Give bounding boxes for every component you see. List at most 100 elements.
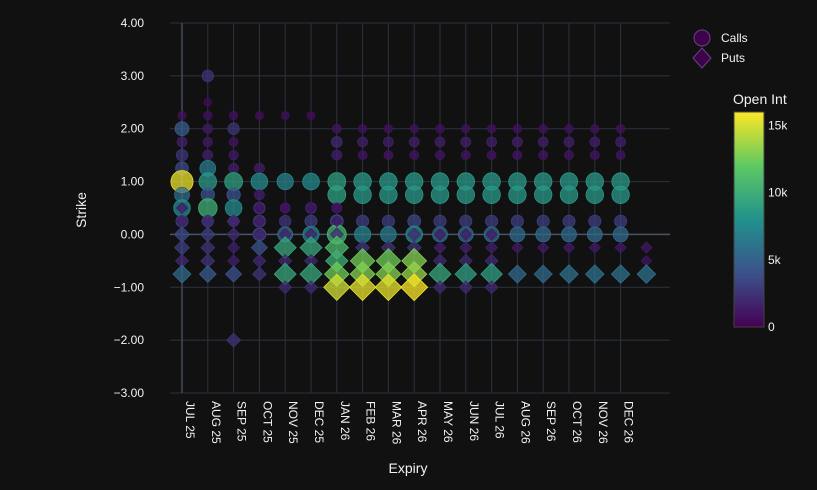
put-marker [610, 264, 631, 284]
put-marker [199, 226, 216, 243]
x-tick-label: FEB 26 [364, 401, 378, 441]
call-marker [589, 150, 600, 160]
colorbar-title: Open Int [733, 91, 787, 107]
call-marker [203, 98, 212, 107]
grid-lines [170, 22, 670, 394]
put-marker [432, 280, 448, 295]
call-marker [354, 225, 372, 243]
put-marker [433, 241, 447, 255]
legend-item-calls[interactable]: Calls [693, 29, 748, 47]
call-marker [202, 149, 214, 161]
x-tick-label: AUG 26 [518, 401, 532, 444]
call-marker [409, 150, 420, 160]
put-marker [330, 215, 343, 228]
call-marker [486, 136, 497, 148]
x-tick-label: APR 26 [415, 401, 429, 443]
call-marker [228, 150, 239, 161]
call-marker [408, 136, 420, 148]
call-marker [615, 150, 626, 160]
call-marker [611, 185, 630, 204]
put-marker [588, 241, 601, 254]
put-marker [174, 239, 190, 256]
y-tick-label: 1.00 [121, 175, 145, 189]
legend-puts-label: Puts [721, 51, 745, 65]
put-marker [252, 253, 267, 268]
y-tick-label: 0.00 [121, 227, 145, 241]
call-marker [512, 124, 523, 134]
call-marker [612, 226, 629, 243]
call-marker [430, 185, 450, 204]
put-marker [459, 241, 473, 255]
put-marker [433, 228, 447, 241]
y-tick-label: −2.00 [114, 333, 145, 347]
legend[interactable]: Calls Puts [692, 29, 748, 69]
call-marker [357, 150, 368, 160]
call-marker [538, 124, 548, 134]
put-marker [226, 227, 241, 242]
call-marker [279, 215, 292, 228]
put-marker [226, 332, 242, 348]
put-marker [636, 264, 657, 284]
legend-puts-symbol [692, 47, 712, 69]
put-marker [533, 264, 553, 284]
put-marker [400, 273, 429, 302]
call-marker [228, 110, 239, 121]
call-marker [485, 214, 499, 228]
call-marker [356, 214, 370, 228]
put-marker [484, 280, 499, 295]
call-marker [535, 226, 552, 243]
x-axis-title: Expiry [389, 460, 428, 476]
put-marker [227, 241, 241, 255]
call-marker [224, 199, 243, 217]
call-marker [177, 110, 187, 121]
put-marker [374, 273, 403, 302]
colorbar-ticks: 15k 10k 5k 0 [768, 118, 788, 334]
call-marker [176, 136, 188, 148]
put-marker [323, 273, 351, 301]
put-marker [485, 241, 499, 255]
put-marker [485, 228, 498, 241]
call-marker [433, 214, 447, 228]
put-marker [511, 241, 524, 254]
x-tick-label: SEP 26 [544, 401, 558, 442]
colorbar-tick-label: 0 [768, 320, 775, 334]
legend-item-puts[interactable]: Puts [692, 47, 745, 69]
call-marker [537, 136, 549, 148]
call-marker [559, 185, 579, 204]
x-tick-label: OCT 26 [570, 401, 584, 443]
call-marker [174, 121, 190, 137]
put-marker [224, 265, 243, 283]
call-marker [254, 189, 265, 201]
colorbar-tick-label: 15k [768, 118, 788, 132]
x-tick-label: OCT 25 [260, 401, 274, 443]
call-marker [201, 69, 214, 83]
put-marker [331, 202, 343, 214]
call-marker [306, 111, 316, 120]
call-marker [459, 214, 473, 228]
put-marker [614, 241, 627, 254]
colorbar: Open Int 15k 10k 5k 0 [733, 91, 788, 334]
put-marker [562, 241, 576, 254]
x-tick-label: NOV 26 [596, 401, 610, 444]
put-marker [279, 202, 291, 214]
call-marker [589, 136, 601, 148]
y-axis-title: Strike [73, 192, 89, 228]
legend-calls-symbol [693, 29, 711, 47]
call-marker [228, 163, 239, 174]
put-marker [278, 280, 293, 295]
call-marker [202, 123, 213, 134]
call-marker [590, 124, 600, 134]
call-marker [357, 136, 368, 148]
call-marker [302, 172, 320, 191]
call-marker [536, 214, 550, 228]
call-marker [381, 214, 395, 228]
x-tick-label: NOV 25 [286, 401, 300, 444]
call-marker [585, 185, 604, 204]
call-marker [202, 136, 213, 147]
call-marker [353, 185, 372, 204]
call-marker [510, 214, 524, 228]
call-marker [409, 124, 419, 134]
call-marker [564, 124, 574, 134]
call-marker [304, 214, 318, 228]
y-tick-label: 3.00 [121, 69, 145, 83]
